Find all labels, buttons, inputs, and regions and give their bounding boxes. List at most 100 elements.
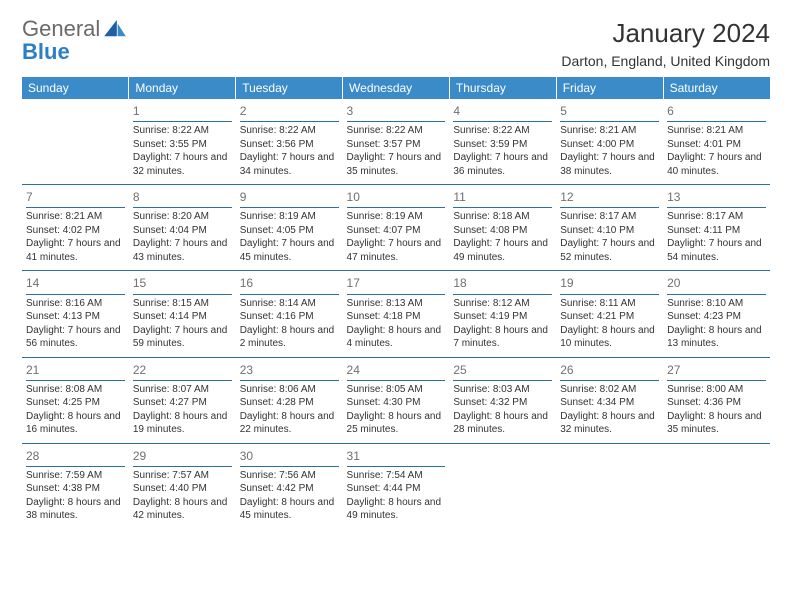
sunset-text: Sunset: 4:25 PM <box>26 396 125 410</box>
daylight-text: Daylight: 8 hours and 35 minutes. <box>667 410 766 437</box>
calendar-cell <box>449 443 556 529</box>
sunset-text: Sunset: 4:11 PM <box>667 224 766 238</box>
sunrise-text: Sunrise: 8:10 AM <box>667 297 766 311</box>
day-header: Monday <box>129 77 236 99</box>
daylight-text: Daylight: 7 hours and 54 minutes. <box>667 237 766 264</box>
sunset-text: Sunset: 4:14 PM <box>133 310 232 324</box>
day-number: 16 <box>240 273 339 292</box>
sunrise-text: Sunrise: 7:54 AM <box>347 469 446 483</box>
day-number: 27 <box>667 360 766 379</box>
day-number: 28 <box>26 446 125 465</box>
day-number: 11 <box>453 187 552 206</box>
sunrise-text: Sunrise: 8:22 AM <box>347 124 446 138</box>
calendar-cell: 9Sunrise: 8:19 AMSunset: 4:05 PMDaylight… <box>236 185 343 271</box>
sunset-text: Sunset: 4:01 PM <box>667 138 766 152</box>
calendar-cell: 27Sunrise: 8:00 AMSunset: 4:36 PMDayligh… <box>663 357 770 443</box>
sunset-text: Sunset: 4:34 PM <box>560 396 659 410</box>
calendar-cell: 25Sunrise: 8:03 AMSunset: 4:32 PMDayligh… <box>449 357 556 443</box>
calendar-cell: 17 Sunrise: 8:13 AMSunset: 4:18 PMDayligh… <box>343 271 450 357</box>
sunset-text: Sunset: 4:05 PM <box>240 224 339 238</box>
sunset-text: Sunset: 4:16 PM <box>240 310 339 324</box>
daylight-text: Daylight: 8 hours and 19 minutes. <box>133 410 232 437</box>
daylight-text: Daylight: 8 hours and 28 minutes. <box>453 410 552 437</box>
logo-text: General Blue <box>22 18 100 64</box>
sunset-text: Sunset: 4:38 PM <box>26 482 125 496</box>
sunrise-text: Sunrise: 8:12 AM <box>453 297 552 311</box>
calendar-cell: 7Sunrise: 8:21 AMSunset: 4:02 PMDaylight… <box>22 185 129 271</box>
calendar-cell: 15 Sunrise: 8:15 AMSunset: 4:14 PMDayligh… <box>129 271 236 357</box>
sunrise-text: Sunrise: 8:17 AM <box>667 210 766 224</box>
sunset-text: Sunset: 4:04 PM <box>133 224 232 238</box>
daylight-text: Daylight: 7 hours and 35 minutes. <box>347 151 446 178</box>
logo: General Blue <box>22 18 126 64</box>
daylight-text: Daylight: 7 hours and 43 minutes. <box>133 237 232 264</box>
page-header: General Blue January 2024 Darton, Englan… <box>22 18 770 69</box>
sunset-text: Sunset: 4:07 PM <box>347 224 446 238</box>
day-number: 29 <box>133 446 232 465</box>
sunrise-text: Sunrise: 8:20 AM <box>133 210 232 224</box>
sunset-text: Sunset: 3:56 PM <box>240 138 339 152</box>
sunrise-text: Sunrise: 8:19 AM <box>347 210 446 224</box>
calendar-cell: 8 Sunrise: 8:20 AMSunset: 4:04 PMDaylight… <box>129 185 236 271</box>
sunrise-text: Sunrise: 7:56 AM <box>240 469 339 483</box>
day-number: 9 <box>240 187 339 206</box>
sunset-text: Sunset: 4:36 PM <box>667 396 766 410</box>
calendar-cell: 23Sunrise: 8:06 AMSunset: 4:28 PMDayligh… <box>236 357 343 443</box>
day-number: 8 <box>133 187 232 206</box>
calendar-head: SundayMondayTuesdayWednesdayThursdayFrid… <box>22 77 770 99</box>
daylight-text: Daylight: 7 hours and 59 minutes. <box>133 324 232 351</box>
day-header: Wednesday <box>343 77 450 99</box>
day-number: 17 <box>347 273 446 292</box>
sunrise-text: Sunrise: 8:02 AM <box>560 383 659 397</box>
day-number: 5 <box>560 101 659 120</box>
calendar-cell: 30Sunrise: 7:56 AMSunset: 4:42 PMDayligh… <box>236 443 343 529</box>
month-title: January 2024 <box>561 18 770 49</box>
calendar-cell: 14Sunrise: 8:16 AMSunset: 4:13 PMDayligh… <box>22 271 129 357</box>
sunrise-text: Sunrise: 8:07 AM <box>133 383 232 397</box>
calendar-cell: 22Sunrise: 8:07 AMSunset: 4:27 PMDayligh… <box>129 357 236 443</box>
calendar-cell: 4Sunrise: 8:22 AMSunset: 3:59 PMDaylight… <box>449 99 556 185</box>
sunset-text: Sunset: 4:23 PM <box>667 310 766 324</box>
sunrise-text: Sunrise: 8:22 AM <box>133 124 232 138</box>
calendar-cell: 13Sunrise: 8:17 AMSunset: 4:11 PMDayligh… <box>663 185 770 271</box>
calendar-cell: 31Sunrise: 7:54 AMSunset: 4:44 PMDayligh… <box>343 443 450 529</box>
calendar-table: SundayMondayTuesdayWednesdayThursdayFrid… <box>22 77 770 529</box>
sunrise-text: Sunrise: 7:59 AM <box>26 469 125 483</box>
day-number: 6 <box>667 101 766 120</box>
sunset-text: Sunset: 3:55 PM <box>133 138 232 152</box>
sunset-text: Sunset: 4:00 PM <box>560 138 659 152</box>
day-number: 25 <box>453 360 552 379</box>
day-number: 15 <box>133 273 232 292</box>
day-number: 3 <box>347 101 446 120</box>
daylight-text: Daylight: 7 hours and 32 minutes. <box>133 151 232 178</box>
daylight-text: Daylight: 8 hours and 16 minutes. <box>26 410 125 437</box>
sunrise-text: Sunrise: 8:11 AM <box>560 297 659 311</box>
sunrise-text: Sunrise: 8:22 AM <box>240 124 339 138</box>
sunrise-text: Sunrise: 8:15 AM <box>133 297 232 311</box>
sunset-text: Sunset: 4:13 PM <box>26 310 125 324</box>
daylight-text: Daylight: 7 hours and 49 minutes. <box>453 237 552 264</box>
sunset-text: Sunset: 4:18 PM <box>347 310 446 324</box>
daylight-text: Daylight: 8 hours and 38 minutes. <box>26 496 125 523</box>
sunrise-text: Sunrise: 8:06 AM <box>240 383 339 397</box>
day-header: Thursday <box>449 77 556 99</box>
sunset-text: Sunset: 4:21 PM <box>560 310 659 324</box>
calendar-cell <box>22 99 129 185</box>
sunrise-text: Sunrise: 8:16 AM <box>26 297 125 311</box>
sunrise-text: Sunrise: 8:14 AM <box>240 297 339 311</box>
day-number: 21 <box>26 360 125 379</box>
sunrise-text: Sunrise: 8:13 AM <box>347 297 446 311</box>
calendar-week: 7Sunrise: 8:21 AMSunset: 4:02 PMDaylight… <box>22 185 770 271</box>
day-number: 2 <box>240 101 339 120</box>
day-number: 19 <box>560 273 659 292</box>
daylight-text: Daylight: 8 hours and 42 minutes. <box>133 496 232 523</box>
calendar-cell: 3Sunrise: 8:22 AMSunset: 3:57 PMDaylight… <box>343 99 450 185</box>
daylight-text: Daylight: 8 hours and 4 minutes. <box>347 324 446 351</box>
day-header: Friday <box>556 77 663 99</box>
sunset-text: Sunset: 4:10 PM <box>560 224 659 238</box>
sunset-text: Sunset: 4:28 PM <box>240 396 339 410</box>
sunset-text: Sunset: 4:30 PM <box>347 396 446 410</box>
calendar-cell: 18Sunrise: 8:12 AMSunset: 4:19 PMDayligh… <box>449 271 556 357</box>
day-number: 4 <box>453 101 552 120</box>
calendar-body: 1Sunrise: 8:22 AMSunset: 3:55 PMDaylight… <box>22 99 770 529</box>
